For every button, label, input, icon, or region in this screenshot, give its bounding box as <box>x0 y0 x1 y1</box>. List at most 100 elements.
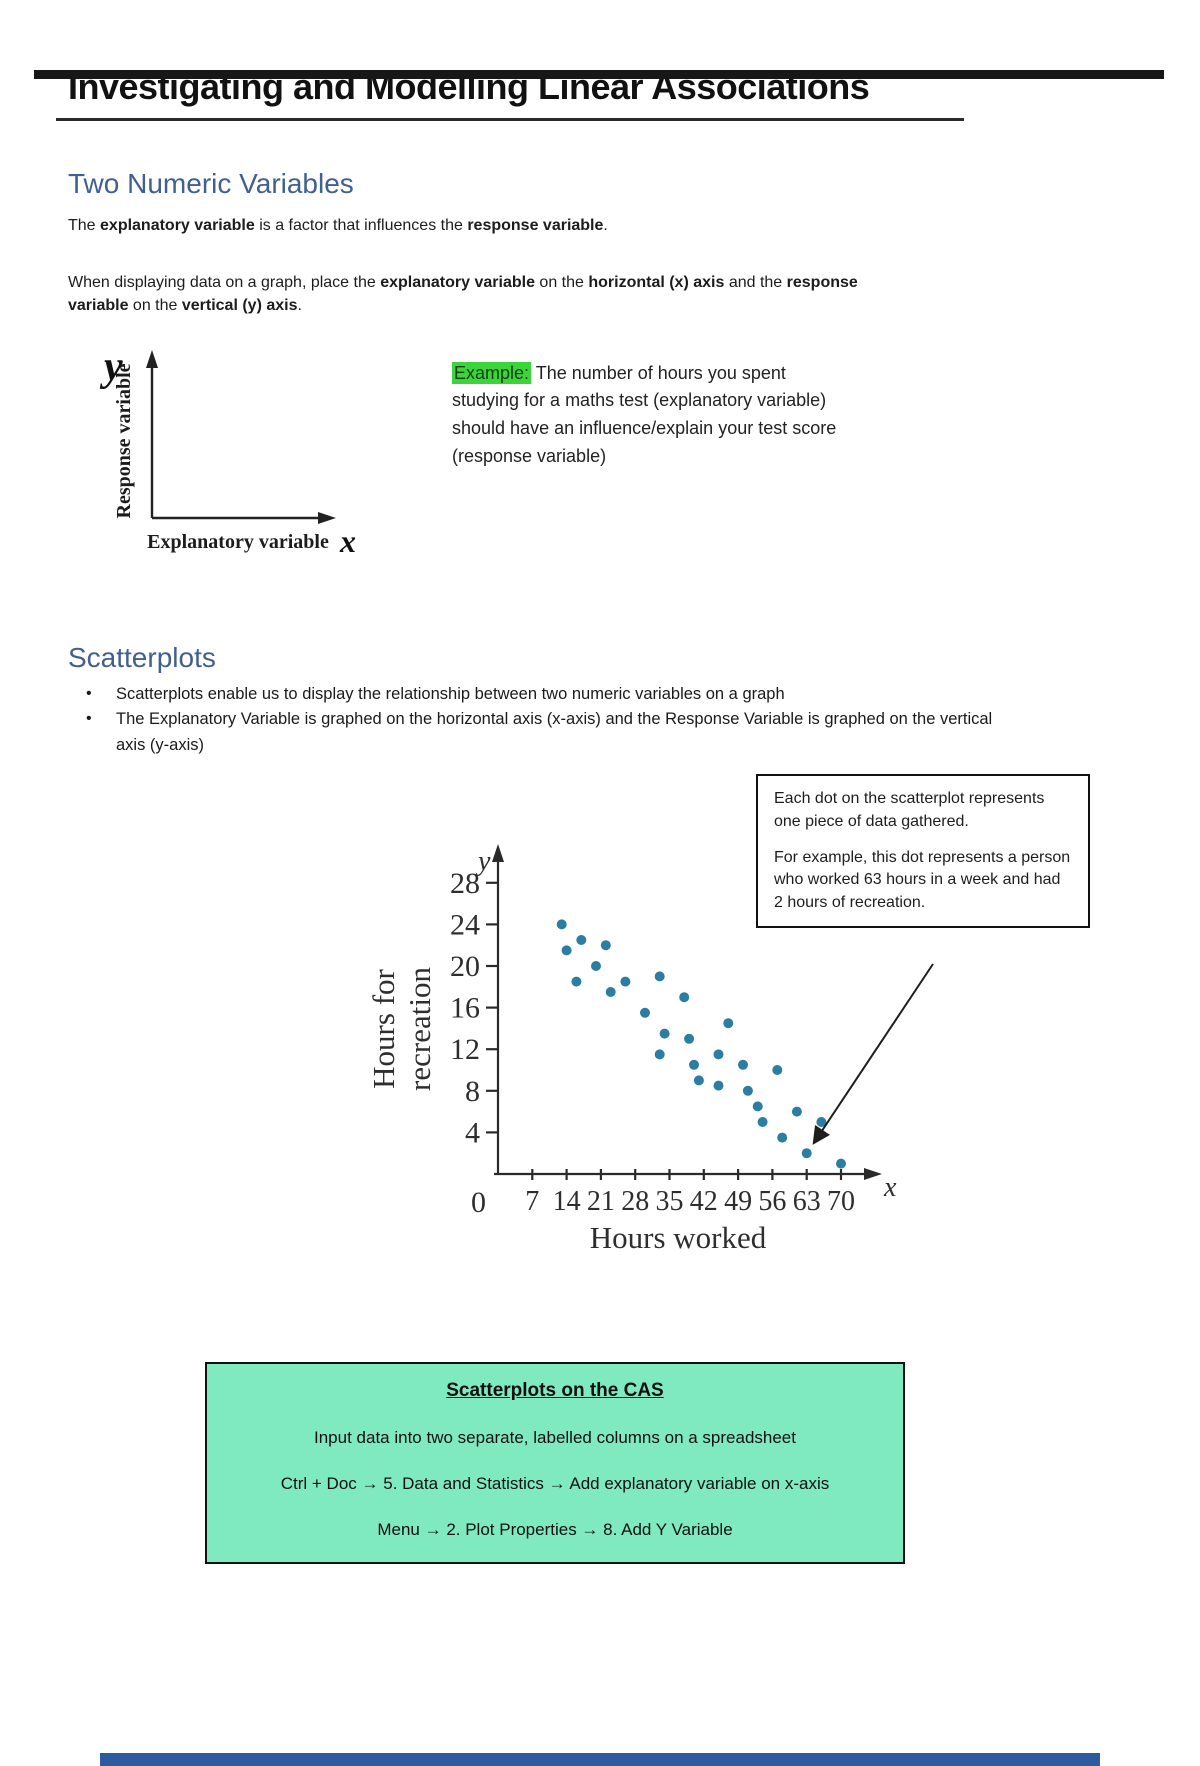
cas-instruction-3: Menu → 2. Plot Properties → 8. Add Y Var… <box>377 1520 733 1540</box>
data-point <box>713 1049 724 1060</box>
data-point <box>659 1028 670 1039</box>
text-run: on the <box>128 297 182 315</box>
diagram-x-axis-label: Explanatory variable <box>147 531 329 553</box>
data-point <box>801 1148 812 1159</box>
text-run: on the <box>534 274 589 292</box>
data-point <box>640 1008 650 1019</box>
data-point <box>576 935 587 946</box>
data-point <box>654 1049 665 1060</box>
origin-label: 0 <box>471 1186 486 1219</box>
x-tick-label: 7 <box>525 1186 539 1217</box>
data-point <box>620 976 631 987</box>
x-tick-label: 14 <box>553 1186 581 1217</box>
x-tick-label: 63 <box>793 1186 821 1217</box>
scatterplot-callout: Each dot on the scatterplot represents o… <box>756 774 1090 929</box>
text-run: The number of hours you spent studying f… <box>452 362 837 467</box>
y-tick-label: 4 <box>465 1117 480 1150</box>
y-axis-arrowhead <box>492 844 504 863</box>
data-point <box>605 987 616 998</box>
y-tick-label: 28 <box>450 867 480 900</box>
data-point <box>772 1065 783 1076</box>
document-page: Investigating and Modelling Linear Assoc… <box>0 66 1200 1565</box>
page-bottom-border <box>100 1753 1100 1766</box>
diagram-y-axis-label: Response variable <box>113 363 135 518</box>
data-point <box>816 1117 827 1128</box>
handwritten-x-letter: x <box>339 523 356 559</box>
example-note: Example: The number of hours you spent s… <box>452 360 842 472</box>
text-run: . <box>603 217 608 234</box>
data-point <box>684 1034 695 1045</box>
text-run: When displaying data on a graph, place t… <box>68 274 381 292</box>
x-tick-label: 21 <box>587 1186 615 1217</box>
bold-text-run: response variable <box>68 274 858 315</box>
x-tick-label: 42 <box>690 1186 718 1217</box>
data-point <box>556 919 567 930</box>
x-tick-label: 49 <box>724 1186 752 1217</box>
data-point <box>561 945 572 956</box>
y-axis-letter: y <box>475 846 491 877</box>
data-point <box>723 1018 734 1029</box>
data-point <box>742 1086 753 1097</box>
text-run: The <box>68 217 101 234</box>
text-run: is a factor that influences the <box>254 217 468 234</box>
data-point <box>738 1060 748 1071</box>
bullet-item-2: The Explanatory Variable is graphed on t… <box>68 707 996 758</box>
cas-box: Scatterplots on the CAS Input data into … <box>205 1362 905 1565</box>
data-point <box>752 1101 763 1112</box>
cas-instruction-1: Input data into two separate, labelled c… <box>314 1428 796 1448</box>
title-rule <box>56 118 964 121</box>
x-axis-title: Hours worked <box>590 1220 767 1254</box>
y-tick-label: 20 <box>450 950 480 983</box>
highlighted-label: Example: <box>452 361 532 384</box>
data-point <box>591 961 601 972</box>
data-point <box>654 971 665 982</box>
y-tick-label: 8 <box>465 1075 480 1108</box>
y-axis-title-line: Hours for <box>368 969 401 1089</box>
x-tick-label: 70 <box>827 1186 855 1217</box>
data-point <box>679 992 690 1003</box>
cas-box-title: Scatterplots on the CAS <box>446 1380 664 1402</box>
bold-text-run: response variable <box>467 217 604 234</box>
y-axis-title-line: recreation <box>402 967 437 1091</box>
data-point <box>571 976 582 987</box>
callout-arrow <box>812 963 934 1146</box>
scatterplot-svg: 7 14 21 28 35 42 49 56 63 704812162024280yxHours … <box>368 844 934 1254</box>
bold-text-run: vertical (y) axis <box>181 297 298 315</box>
scatterplots-bullet-list: Scatterplots enable us to display the re… <box>68 682 1132 759</box>
paragraph-explanatory-definition: The explanatory variable is a factor tha… <box>68 214 898 237</box>
x-tick-label: 28 <box>621 1186 649 1217</box>
data-point <box>791 1106 802 1117</box>
section-heading-scatterplots: Scatterplots <box>68 641 216 673</box>
data-point <box>693 1075 704 1086</box>
x-tick-label: 56 <box>758 1186 786 1217</box>
diagram-x-arrowhead <box>318 511 336 524</box>
bold-text-run: horizontal (x) axis <box>588 274 725 292</box>
diagram-y-arrowhead <box>146 349 158 368</box>
axes-diagram-row: y Response variable Explanatory variable… <box>90 334 1132 602</box>
x-axis-letter: x <box>883 1172 897 1203</box>
axes-diagram: y Response variable Explanatory variable… <box>99 344 356 559</box>
data-point <box>836 1158 846 1169</box>
data-point <box>777 1132 788 1143</box>
section-heading-two-numeric-variables: Two Numeric Variables <box>68 168 354 199</box>
y-tick-label: 16 <box>450 992 480 1025</box>
data-point <box>689 1060 699 1071</box>
cas-instruction-2: Ctrl + Doc → 5. Data and Statistics → Ad… <box>280 1474 830 1494</box>
callout-paragraph-1: Each dot on the scatterplot represents o… <box>774 790 1045 830</box>
data-point <box>757 1117 768 1128</box>
y-tick-label: 12 <box>450 1033 480 1066</box>
data-point <box>713 1080 724 1091</box>
text-run: and the <box>724 274 787 292</box>
bold-text-run: explanatory variable <box>100 217 255 234</box>
data-point <box>600 940 611 951</box>
x-tick-label: 35 <box>656 1186 684 1217</box>
scatterplot-figure: 7 14 21 28 35 42 49 56 63 70 4 8 12 16 20 24 28 0 y x Hours … <box>148 774 1188 1274</box>
bold-text-run: explanatory variable <box>380 274 535 292</box>
page-top-border <box>34 70 1164 79</box>
x-axis-arrowhead <box>864 1168 882 1181</box>
bullet-item-1: Scatterplots enable us to display the re… <box>68 682 996 708</box>
y-tick-label: 24 <box>450 909 480 942</box>
text-run: . <box>297 297 302 315</box>
paragraph-graph-placement: When displaying data on a graph, place t… <box>68 271 898 317</box>
callout-paragraph-2: For example, this dot represents a perso… <box>774 849 1071 911</box>
